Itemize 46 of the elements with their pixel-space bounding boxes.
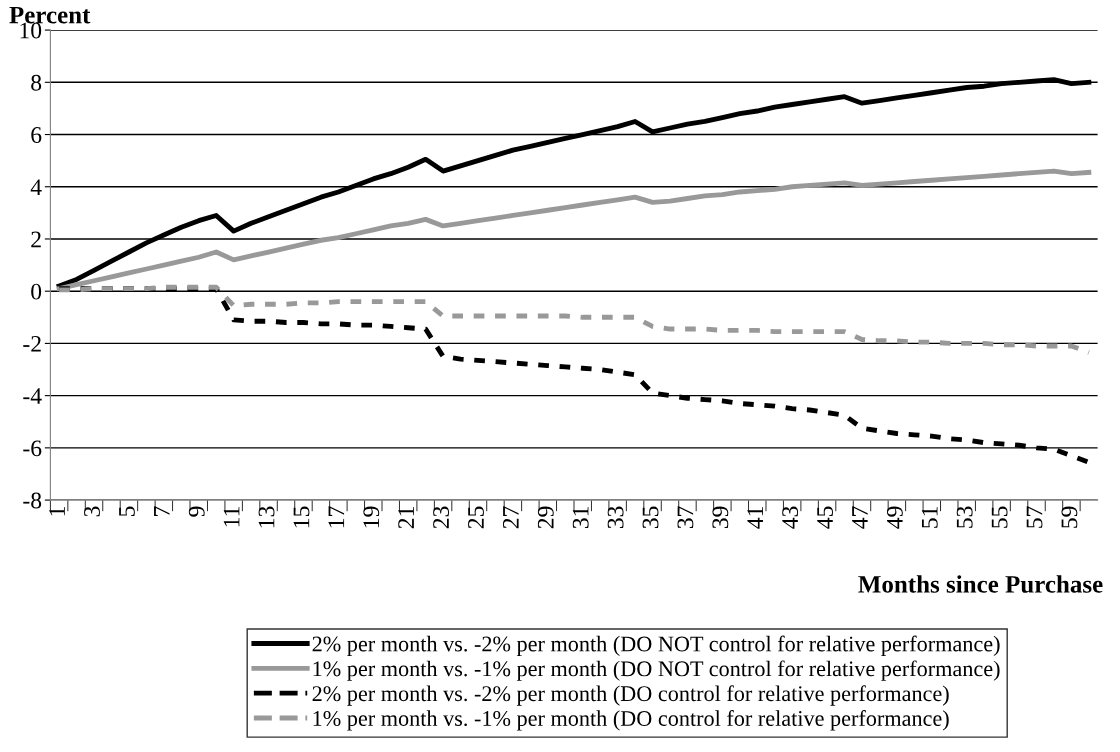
x-tick-label: 37 — [677, 506, 694, 529]
x-tick-label: 17 — [328, 506, 345, 528]
x-tick-label: 43 — [782, 506, 799, 529]
legend-label: 2% per month vs. -2% per month (DO control for relative performance) — [312, 685, 949, 706]
x-tick-label: 13 — [258, 506, 275, 528]
x-tick-label: 21 — [398, 507, 414, 529]
y-axis-title: Percent — [9, 6, 91, 24]
x-tick-label: 23 — [433, 506, 450, 529]
y-tick-label: 10 — [20, 22, 42, 39]
x-tick-label: 53 — [956, 506, 973, 528]
x-tick-label: 29 — [537, 506, 554, 529]
x-tick-label: 7 — [154, 506, 170, 516]
legend-label: 1% per month vs. -1% per month (DO control for relative performance) — [313, 710, 949, 731]
x-tick-label: 3 — [84, 506, 100, 517]
x-tick-label: 9 — [188, 506, 205, 517]
x-tick-label: 57 — [1026, 506, 1043, 528]
x-tick-label: 27 — [502, 506, 519, 529]
x-tick-label: 31 — [572, 507, 589, 529]
x-tick-label: 1 — [49, 507, 65, 516]
x-tick-label: 39 — [712, 506, 729, 529]
x-tick-label: 19 — [363, 506, 380, 528]
legend-label: 2% per month vs. -2% per month (DO NOT control for relative performance) — [312, 635, 1000, 656]
y-tick-label: -2 — [23, 335, 41, 352]
x-tick-label: 51 — [921, 507, 938, 528]
y-tick-label: -4 — [23, 388, 42, 404]
legend-label: 1% per month vs. -1% per month (DO NOT control for relative performance) — [313, 660, 1000, 681]
x-tick-label: 49 — [886, 506, 903, 529]
y-tick-label: 8 — [31, 74, 42, 91]
x-tick-label: 35 — [642, 506, 659, 529]
y-tick-label: 0 — [31, 283, 42, 300]
x-tick-label: 55 — [991, 506, 1008, 528]
x-tick-label: 45 — [817, 506, 833, 529]
x-tick-label: 41 — [747, 507, 763, 529]
y-tick-label: 6 — [31, 127, 42, 143]
y-tick-label: 4 — [30, 179, 42, 195]
x-tick-label: 47 — [852, 506, 868, 529]
x-tick-label: 59 — [1061, 506, 1078, 528]
x-tick-label: 5 — [119, 506, 135, 517]
x-tick-label: 25 — [468, 506, 484, 529]
y-tick-label: 2 — [31, 231, 41, 248]
y-tick-label: -8 — [23, 492, 42, 509]
x-tick-label: 11 — [223, 507, 240, 527]
x-axis-title: Months since Purchase — [858, 575, 1103, 593]
x-tick-label: 15 — [293, 506, 310, 528]
x-tick-label: 33 — [607, 506, 624, 529]
y-tick-label: -6 — [23, 440, 42, 457]
